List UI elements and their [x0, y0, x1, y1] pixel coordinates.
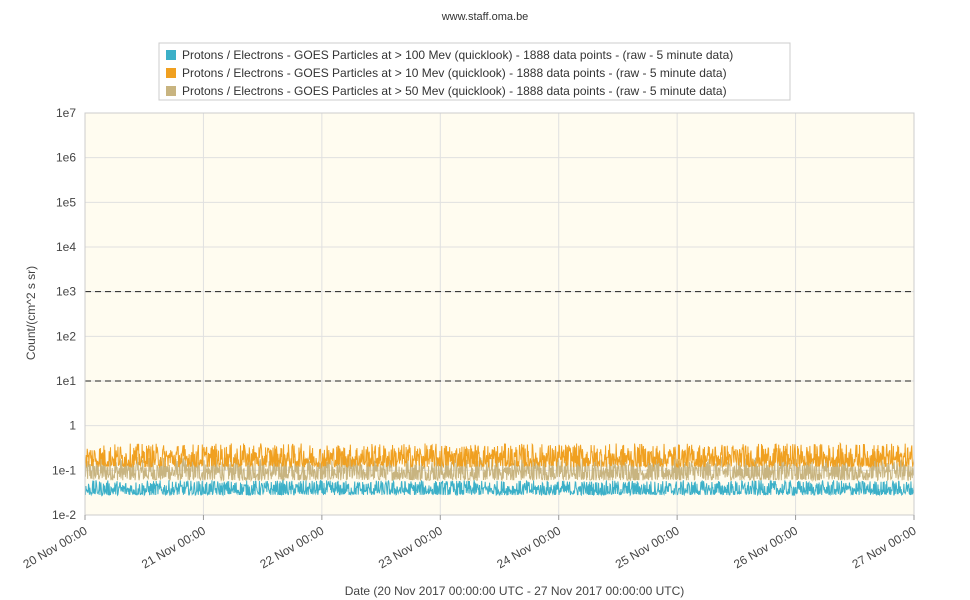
- legend: Protons / Electrons - GOES Particles at …: [158, 42, 791, 101]
- y-tick-label: 1e2: [56, 329, 76, 343]
- legend-swatch: [166, 50, 176, 60]
- x-tick-label: 25 Nov 00:00: [613, 523, 682, 571]
- y-axis-title: Count/(cm^2 s sr): [24, 266, 38, 360]
- y-tick-label: 1e5: [56, 195, 76, 209]
- y-tick-label: 1e3: [56, 285, 76, 299]
- legend-swatch: [166, 86, 176, 96]
- series-line: [84, 441, 915, 469]
- y-tick-label: 1e4: [56, 240, 76, 254]
- site-header: www.staff.oma.be: [441, 11, 529, 23]
- x-tick-label: 21 Nov 00:00: [139, 523, 208, 571]
- y-tick-label: 1e7: [56, 106, 76, 120]
- x-tick-label: 27 Nov 00:00: [850, 523, 919, 571]
- x-tick-label: 22 Nov 00:00: [258, 523, 327, 571]
- y-tick-label: 1e-1: [52, 463, 76, 477]
- plot-border: [84, 112, 915, 516]
- series-line: [84, 455, 915, 483]
- legend-label: Protons / Electrons - GOES Particles at …: [182, 48, 733, 62]
- x-axis-title: Date (20 Nov 2017 00:00:00 UTC - 27 Nov …: [345, 584, 685, 598]
- legend-label: Protons / Electrons - GOES Particles at …: [182, 84, 727, 98]
- legend-swatch: [166, 68, 176, 78]
- legend-box: [158, 42, 791, 101]
- x-tick-label: 23 Nov 00:00: [376, 523, 445, 571]
- y-tick-label: 1e6: [56, 151, 76, 165]
- y-tick-label: 1e1: [56, 374, 76, 388]
- legend-label: Protons / Electrons - GOES Particles at …: [182, 66, 727, 80]
- y-tick-label: 1: [69, 419, 76, 433]
- series-line: [84, 479, 915, 497]
- x-tick-label: 20 Nov 00:00: [21, 523, 90, 571]
- x-tick-label: 24 Nov 00:00: [494, 523, 563, 571]
- x-tick-label: 26 Nov 00:00: [731, 523, 800, 571]
- y-tick-label: 1e-2: [52, 508, 76, 522]
